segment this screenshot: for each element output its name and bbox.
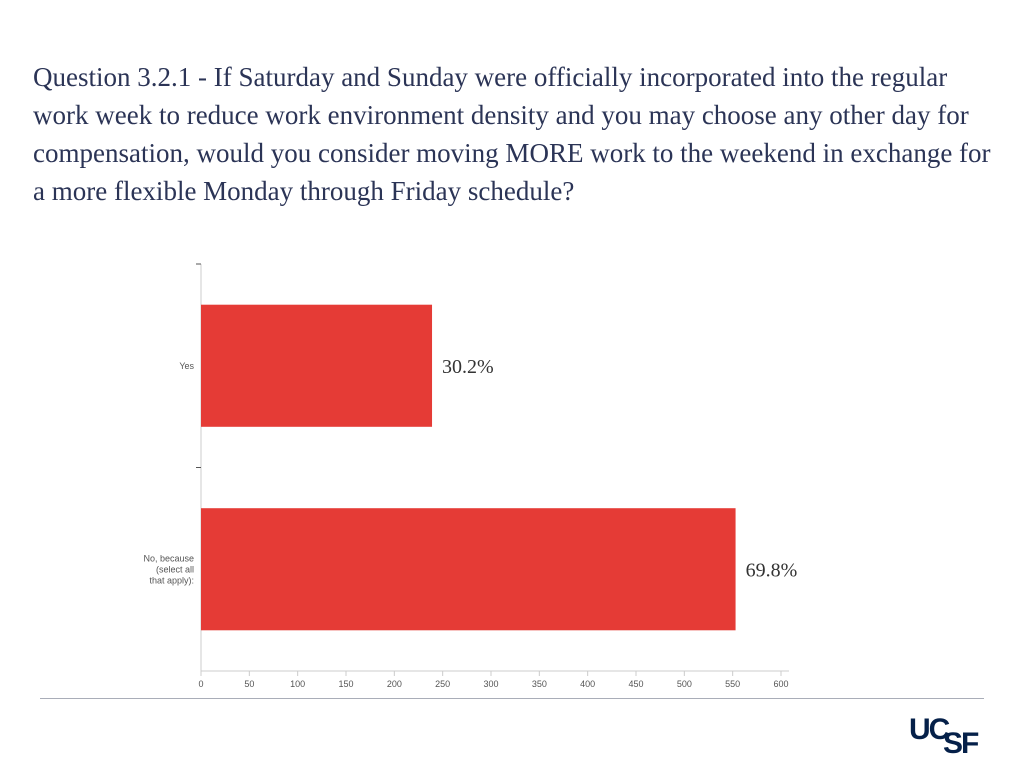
category-label: No, because (select all that apply):	[143, 553, 194, 585]
x-tick-label: 250	[435, 679, 450, 689]
bar	[201, 508, 736, 631]
x-tick-label: 350	[532, 679, 547, 689]
x-tick-label: 200	[387, 679, 402, 689]
logo-uc-text: UC	[909, 713, 950, 746]
bar	[201, 304, 433, 427]
data-label: 69.8%	[746, 559, 798, 581]
logo-sf-text: SF	[943, 727, 979, 760]
x-tick-label: 500	[677, 679, 692, 689]
x-tick-label: 100	[290, 679, 305, 689]
x-tick-label: 150	[338, 679, 353, 689]
x-tick-label: 50	[244, 679, 254, 689]
x-tick-label: 0	[198, 679, 203, 689]
x-tick-label: 450	[628, 679, 643, 689]
footer-divider	[40, 698, 984, 699]
x-tick-label: 400	[580, 679, 595, 689]
data-label: 30.2%	[442, 356, 494, 378]
x-tick-label: 550	[725, 679, 740, 689]
chart-labels: Yes 30.2% No, because (select all that apply…	[143, 356, 797, 586]
chart-bars	[201, 304, 736, 631]
x-tick-label: 300	[483, 679, 498, 689]
category-label: Yes	[179, 361, 194, 371]
question-title: Question 3.2.1 - If Saturday and Sunday …	[33, 62, 991, 206]
x-tick-label: 600	[773, 679, 788, 689]
ucsf-logo: UC SF	[909, 713, 985, 760]
